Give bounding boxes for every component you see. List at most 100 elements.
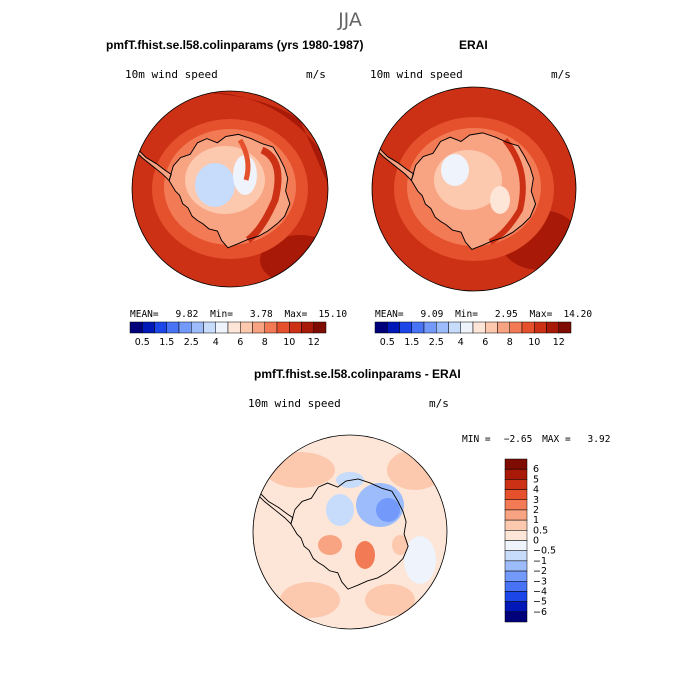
colorbar-1: 0.5 1.5 2.5 4 6 8 10 12 <box>374 321 572 348</box>
colorbar-swatch <box>558 321 572 334</box>
colorbar-swatch <box>504 479 528 490</box>
colorbar-swatch <box>504 570 528 582</box>
colorbar-swatch <box>252 321 265 334</box>
negative-bias <box>376 498 400 522</box>
colorbar-swatch <box>521 321 535 334</box>
colorbar-swatch <box>504 519 528 531</box>
colorbar-tick-label: 6 <box>237 337 243 348</box>
colorbar-swatch <box>129 321 143 334</box>
positive-bias <box>355 541 375 569</box>
colorbar-tick-label: 1.5 <box>159 337 174 348</box>
min-value: −2.65 <box>503 434 533 445</box>
colorbar-swatch <box>504 581 528 592</box>
colorbar-swatch <box>313 321 327 334</box>
colorbar-tick-label: 8 <box>507 337 513 348</box>
colorbar-tick-label: −6 <box>533 607 547 618</box>
variable-label-diff: 10m wind speed <box>248 397 341 410</box>
max-label: Max= <box>284 309 308 320</box>
panel-title-model: pmfT.fhist.se.l58.colinparams (yrs 1980-… <box>106 38 364 52</box>
mean-value: 9.09 <box>420 309 444 320</box>
colorbar-swatch <box>301 321 314 334</box>
low-wind-area <box>195 163 235 207</box>
panel-title-obs: ERAI <box>459 38 488 52</box>
colorbar-tick-label: 1 <box>533 515 539 526</box>
map-border <box>252 434 448 630</box>
colorbar-swatch <box>203 321 216 334</box>
colorbar-swatch <box>504 509 528 521</box>
positive-bias <box>280 582 340 618</box>
colorbar-swatch <box>374 321 388 334</box>
colorbar-swatch <box>276 321 290 334</box>
min-label: Min= <box>210 309 233 320</box>
map-obs <box>372 87 576 291</box>
colorbar-swatch <box>509 321 523 334</box>
stats-model: MEAN= 9.82 Min= 3.78 Max= 15.10 <box>130 309 347 320</box>
colorbar-tick-label: 6 <box>482 337 488 348</box>
colorbar-tick-label: 0.5 <box>135 337 150 348</box>
colorbar-swatch <box>178 321 192 334</box>
colorbar-swatch <box>504 550 528 562</box>
colorbar-swatch <box>399 321 412 334</box>
colorbar-tick-label: 6 <box>533 464 539 475</box>
colorbar-swatch <box>504 468 528 480</box>
map-diff <box>253 435 447 629</box>
positive-bias <box>392 535 408 555</box>
colorbar-tick-label: 2 <box>533 505 539 516</box>
max-label: Max= <box>529 309 553 320</box>
colorbar-swatch <box>504 560 528 572</box>
high-wind-band <box>180 91 328 189</box>
katabatic-wind-ridge <box>245 146 282 243</box>
colorbar-swatch <box>504 499 528 511</box>
colorbar-swatch <box>166 321 180 334</box>
max-label: MAX = <box>542 434 571 445</box>
colorbar-swatch <box>497 321 510 334</box>
colorbar-tick-label: 4 <box>213 337 219 348</box>
map-border <box>371 86 577 292</box>
mean-value: 9.82 <box>175 309 199 320</box>
colorbar-swatch <box>485 321 498 334</box>
colorbar-tick-label: 4 <box>533 485 539 496</box>
colorbar-swatch <box>504 591 528 602</box>
colorbar-tick-label: 12 <box>553 337 565 348</box>
colorbar-tick-label: 0.5 <box>533 525 548 536</box>
negative-bias <box>404 536 436 584</box>
colorbar-tick-label: 3 <box>533 495 539 506</box>
colorbar-swatch <box>215 321 229 334</box>
mean-label: MEAN= <box>130 309 159 320</box>
colorbar-swatch <box>504 489 528 500</box>
positive-bias <box>318 535 342 555</box>
colorbar-tick-label: 10 <box>283 337 295 348</box>
katabatic-wind-ridge <box>237 138 251 181</box>
units-label-model: m/s <box>306 68 326 81</box>
stats-diff: MIN = −2.65 MAX = 3.92 <box>462 434 610 445</box>
low-wind-area <box>490 186 510 214</box>
colorbar-swatch <box>411 321 425 334</box>
colorbar-swatch <box>423 321 437 334</box>
colorbar-swatch <box>191 321 204 334</box>
colorbar-tick-label: −2 <box>533 566 547 577</box>
colorbar-tick-label: 4 <box>458 337 464 348</box>
max-value: 15.10 <box>318 309 348 320</box>
stats-obs: MEAN= 9.09 Min= 2.95 Max= 14.20 <box>375 309 592 320</box>
colorbar-swatch <box>448 321 461 334</box>
map-model <box>132 91 328 287</box>
positive-bias <box>365 584 415 616</box>
colorbar-swatch <box>472 321 486 334</box>
colorbar-swatch <box>546 321 559 334</box>
colorbar-tick-label: −5 <box>533 597 547 608</box>
min-label: MIN = <box>462 434 491 445</box>
colorbar-swatch <box>387 321 400 334</box>
colorbar-tick-label: 1.5 <box>404 337 419 348</box>
katabatic-wind-ridge <box>488 138 526 245</box>
colorbar-tick-label: 2.5 <box>429 337 444 348</box>
map-border <box>131 90 329 288</box>
colorbar-tick-label: 0 <box>533 536 539 547</box>
negative-bias <box>326 494 354 526</box>
panel-title-diff: pmfT.fhist.se.l58.colinparams - ERAI <box>254 367 461 381</box>
colorbar-tick-label: −4 <box>533 586 547 597</box>
colorbar-swatch <box>154 321 167 334</box>
colorbar-tick-label: 12 <box>308 337 320 348</box>
colorbar-swatch <box>227 321 241 334</box>
